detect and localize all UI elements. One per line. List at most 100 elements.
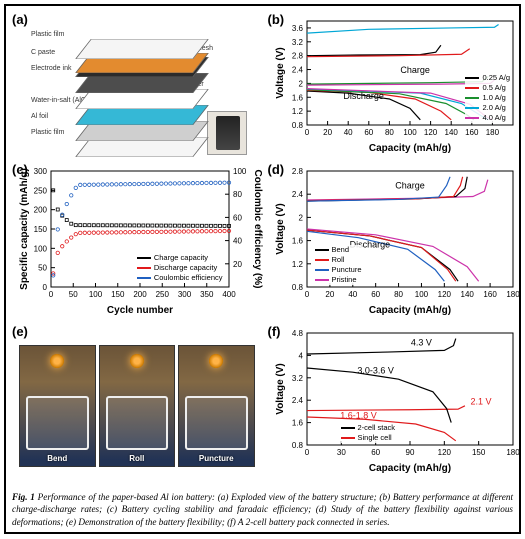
figure-caption: Fig. 1 Performance of the paper-based Al… bbox=[12, 491, 513, 528]
legend-item: Discharge capacity bbox=[137, 263, 223, 272]
svg-text:140: 140 bbox=[444, 128, 458, 137]
svg-text:Voltage (V): Voltage (V) bbox=[275, 203, 286, 254]
legend-swatch bbox=[465, 97, 479, 99]
svg-text:40: 40 bbox=[348, 290, 357, 299]
svg-text:1.6-1.8 V: 1.6-1.8 V bbox=[340, 410, 377, 420]
panel-grid: (a) Plastic filmCu meshC pasteElectrode … bbox=[9, 9, 520, 479]
legend-item: 2.0 A/g bbox=[465, 103, 510, 112]
svg-text:20: 20 bbox=[325, 290, 334, 299]
demo-photo-label: Puncture bbox=[199, 454, 234, 463]
legend-swatch bbox=[465, 107, 479, 109]
legend-item: Single cell bbox=[341, 433, 396, 442]
panel-d: (d) 0204060801001201401601800.81.21.622.… bbox=[265, 159, 521, 321]
caption-text: Performance of the paper-based Al ion ba… bbox=[12, 492, 513, 527]
chart-b: 0204060801001201401601800.81.21.622.42.8… bbox=[271, 15, 519, 155]
svg-text:Charge: Charge bbox=[395, 180, 425, 190]
legend-label: 0.25 A/g bbox=[482, 73, 510, 82]
exploded-schematic: Plastic filmCu meshC pasteElectrode inkP… bbox=[37, 27, 227, 147]
svg-text:Charge: Charge bbox=[400, 65, 430, 75]
svg-text:2.4: 2.4 bbox=[291, 66, 303, 75]
svg-text:0: 0 bbox=[304, 128, 309, 137]
panel-e-label: (e) bbox=[12, 324, 28, 339]
svg-text:50: 50 bbox=[69, 290, 78, 299]
legend-item: Bend bbox=[315, 245, 362, 254]
chart-legend: 0.25 A/g0.5 A/g1.0 A/g2.0 A/g4.0 A/g bbox=[465, 73, 510, 123]
legend-label: Charge capacity bbox=[154, 253, 208, 262]
legend-label: 4.0 A/g bbox=[482, 113, 505, 122]
svg-text:60: 60 bbox=[364, 128, 373, 137]
schematic-layer-label: Plastic film bbox=[31, 129, 64, 136]
legend-item: 0.25 A/g bbox=[465, 73, 510, 82]
svg-text:60: 60 bbox=[371, 448, 380, 457]
svg-text:0.8: 0.8 bbox=[291, 121, 303, 130]
chart-c: 0501001502002503003504000501001502002503… bbox=[15, 165, 263, 317]
demo-photo: Puncture bbox=[178, 345, 255, 467]
legend-swatch bbox=[315, 259, 329, 261]
panel-a-inset-photo bbox=[207, 111, 247, 155]
svg-text:50: 50 bbox=[38, 264, 47, 273]
svg-text:1.6: 1.6 bbox=[291, 237, 303, 246]
svg-text:250: 250 bbox=[34, 186, 48, 195]
legend-swatch bbox=[137, 257, 151, 259]
svg-text:120: 120 bbox=[437, 290, 451, 299]
legend-swatch bbox=[341, 437, 355, 439]
svg-text:120: 120 bbox=[437, 448, 451, 457]
chart-legend: BendRollPuncturePristine bbox=[315, 245, 362, 285]
svg-text:0.8: 0.8 bbox=[291, 283, 303, 292]
panel-e: (e) BendRollPuncture bbox=[9, 321, 265, 479]
svg-text:100: 100 bbox=[233, 167, 247, 176]
schematic-layer bbox=[75, 39, 208, 59]
svg-text:160: 160 bbox=[465, 128, 479, 137]
legend-label: Single cell bbox=[358, 433, 392, 442]
svg-text:150: 150 bbox=[34, 225, 48, 234]
panel-e-photo-row: BendRollPuncture bbox=[19, 345, 255, 467]
svg-text:3.2: 3.2 bbox=[291, 38, 303, 47]
demo-photo: Bend bbox=[19, 345, 96, 467]
panel-c: (c) 050100150200250300350400050100150200… bbox=[9, 159, 265, 321]
svg-text:0: 0 bbox=[49, 290, 54, 299]
svg-text:40: 40 bbox=[233, 237, 242, 246]
svg-text:Specific capacity (mAh/g): Specific capacity (mAh/g) bbox=[19, 168, 30, 290]
svg-text:400: 400 bbox=[222, 290, 236, 299]
svg-text:80: 80 bbox=[394, 290, 403, 299]
svg-text:2.4: 2.4 bbox=[291, 396, 303, 405]
svg-text:100: 100 bbox=[414, 290, 428, 299]
svg-text:20: 20 bbox=[233, 260, 242, 269]
svg-text:200: 200 bbox=[34, 206, 48, 215]
legend-item: 1.0 A/g bbox=[465, 93, 510, 102]
svg-text:100: 100 bbox=[34, 244, 48, 253]
svg-text:350: 350 bbox=[200, 290, 214, 299]
svg-text:4.8: 4.8 bbox=[291, 329, 303, 338]
svg-text:0: 0 bbox=[43, 283, 48, 292]
panel-b: (b) 0204060801001201401601800.81.21.622.… bbox=[265, 9, 521, 159]
panel-a-label: (a) bbox=[12, 12, 28, 27]
legend-label: Coulombic efficiency bbox=[154, 273, 223, 282]
svg-text:Cycle number: Cycle number bbox=[107, 305, 173, 316]
svg-text:2.8: 2.8 bbox=[291, 52, 303, 61]
svg-text:1.2: 1.2 bbox=[291, 260, 303, 269]
legend-swatch bbox=[315, 279, 329, 281]
legend-item: 2-cell stack bbox=[341, 423, 396, 432]
svg-text:100: 100 bbox=[403, 128, 417, 137]
legend-label: Discharge capacity bbox=[154, 263, 217, 272]
svg-text:300: 300 bbox=[178, 290, 192, 299]
schematic-layer-label: C paste bbox=[31, 49, 55, 56]
legend-label: Roll bbox=[332, 255, 345, 264]
svg-text:150: 150 bbox=[111, 290, 125, 299]
legend-item: Puncture bbox=[315, 265, 362, 274]
svg-text:60: 60 bbox=[371, 290, 380, 299]
svg-text:180: 180 bbox=[506, 290, 520, 299]
svg-text:180: 180 bbox=[506, 448, 520, 457]
svg-text:3.6: 3.6 bbox=[291, 24, 303, 33]
svg-text:0.8: 0.8 bbox=[291, 441, 303, 450]
svg-text:2.8: 2.8 bbox=[291, 167, 303, 176]
panel-f: (f) 03060901201501800.81.62.43.244.8Capa… bbox=[265, 321, 521, 479]
legend-item: Roll bbox=[315, 255, 362, 264]
caption-lead: Fig. 1 bbox=[12, 492, 35, 502]
svg-text:2.1 V: 2.1 V bbox=[470, 396, 491, 406]
svg-text:250: 250 bbox=[156, 290, 170, 299]
svg-text:20: 20 bbox=[323, 128, 332, 137]
svg-text:Coulombic efficiency (%): Coulombic efficiency (%) bbox=[252, 170, 263, 289]
svg-text:4.3 V: 4.3 V bbox=[410, 338, 431, 348]
legend-label: 0.5 A/g bbox=[482, 83, 505, 92]
